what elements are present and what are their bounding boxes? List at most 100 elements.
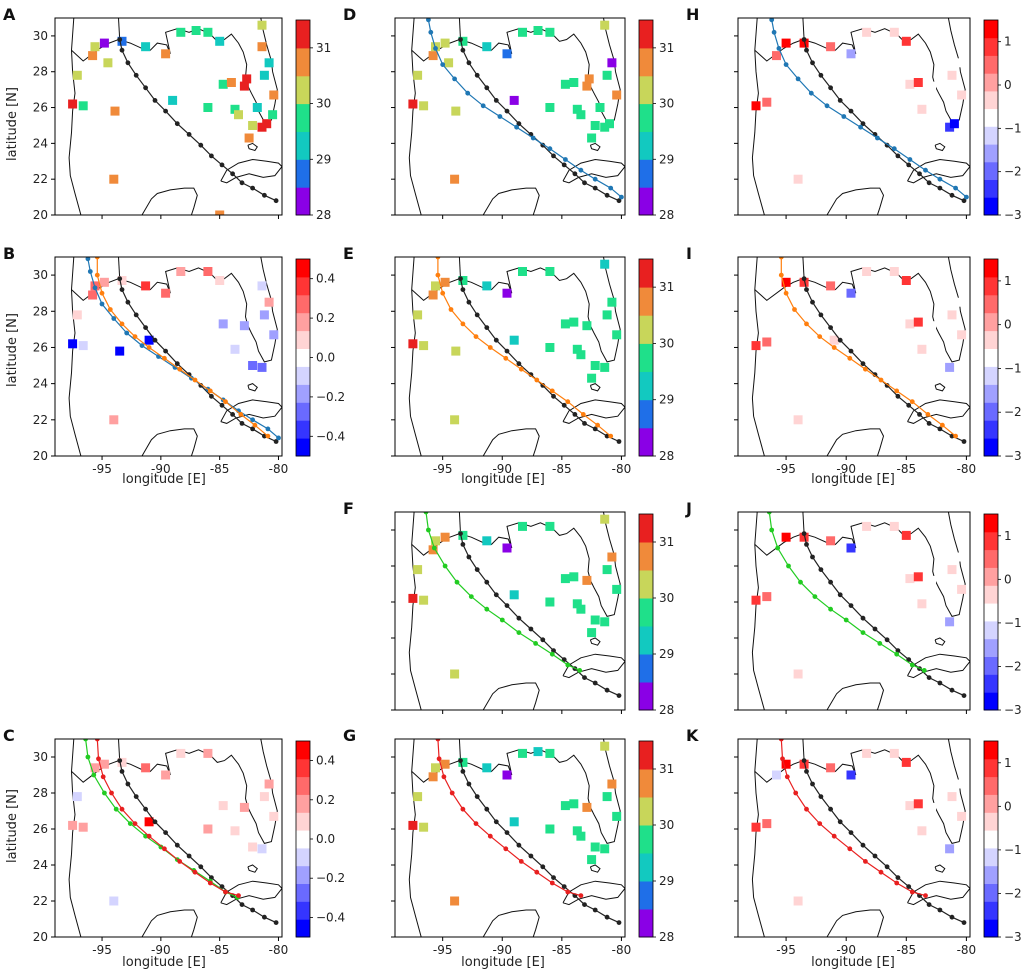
panel-label: C <box>3 726 15 745</box>
plot-frame <box>54 256 283 457</box>
station-marker <box>600 122 610 132</box>
station-marker <box>242 74 252 84</box>
station-marker <box>239 802 249 812</box>
station-marker <box>952 58 962 68</box>
track-point <box>818 72 824 78</box>
colorbar: 28 29 30 31 <box>295 19 331 222</box>
x-tick-label: -80 <box>957 462 977 476</box>
track-point <box>528 626 534 632</box>
colorbar-segment <box>984 197 998 216</box>
panel-C: 20 22 24 26 28 30 -95 -90 -85 -80 C 0.4 0.2 0.0 −0.2 −0… <box>3 726 345 957</box>
station-marker <box>408 99 418 109</box>
track-point <box>848 830 854 835</box>
y-tick-label: 28 <box>33 786 48 800</box>
colorbar-segment <box>639 131 653 160</box>
colorbar-segment <box>639 159 653 188</box>
colorbar-segment <box>639 103 653 132</box>
track-point <box>473 821 479 826</box>
track-point <box>474 794 480 799</box>
track-point <box>143 833 149 839</box>
track-point <box>895 393 901 399</box>
station-marker <box>203 824 213 834</box>
track-point <box>778 739 784 742</box>
track-point <box>487 833 493 839</box>
station-marker <box>176 27 186 37</box>
panel-A: 20 22 24 26 28 30 A 28 29 30 31 <box>3 5 331 222</box>
track-point <box>771 29 777 35</box>
track-point <box>804 769 809 774</box>
station-marker <box>428 772 438 782</box>
x-tick-label: -85 <box>552 462 572 476</box>
track-point <box>860 615 866 621</box>
station-marker <box>913 799 923 809</box>
track-point <box>824 103 830 109</box>
track-point <box>460 321 466 327</box>
colorbar-tick-label: −1 <box>1004 843 1022 857</box>
station-marker <box>826 536 836 546</box>
colorbar-segment <box>984 259 998 278</box>
station-marker <box>751 595 761 605</box>
track-simulation-2 <box>778 257 958 439</box>
station-marker <box>68 820 78 830</box>
track-point <box>423 512 429 515</box>
coastline-keys <box>589 142 601 152</box>
colorbar-segment <box>984 384 998 403</box>
track-point <box>793 790 799 796</box>
track-point <box>909 399 915 405</box>
track-point <box>83 739 88 742</box>
station-marker <box>572 344 582 354</box>
panel-label: D <box>343 5 356 24</box>
x-tick-label: -80 <box>612 462 632 476</box>
station-marker <box>545 521 555 531</box>
track-point <box>163 108 169 114</box>
panel-plot-area <box>55 257 282 456</box>
x-tick-label: -95 <box>433 462 453 476</box>
y-tick-label: 24 <box>33 377 48 391</box>
station-marker <box>587 133 597 143</box>
panel-I: -95 -90 -85 -80 I 1 0 −1 −2 −3 <box>686 244 1022 476</box>
station-marker <box>115 346 125 356</box>
track-point <box>837 337 843 343</box>
track-point <box>111 316 117 321</box>
track-point <box>884 864 890 870</box>
track-point <box>239 902 245 907</box>
track-point <box>875 135 880 141</box>
track-point <box>551 393 556 399</box>
x-tick-label: -90 <box>151 943 171 957</box>
colorbar-tick-label: 0 <box>1004 799 1012 813</box>
track-point <box>262 192 267 198</box>
coastline-yucatan <box>482 682 540 710</box>
station-marker <box>110 106 120 116</box>
station-marker <box>927 321 936 331</box>
colorbar-segment <box>296 276 310 296</box>
station-marker <box>762 337 772 347</box>
y-tick-label: 20 <box>33 930 48 944</box>
colorbar-segment <box>639 187 653 216</box>
x-tick-label: -95 <box>92 462 112 476</box>
colorbar-tick-label: 0 <box>1004 318 1012 332</box>
station-marker <box>917 826 927 836</box>
track-point <box>124 330 130 336</box>
station-marker <box>482 281 492 291</box>
track-simulation-1 <box>426 18 624 200</box>
colorbar-tick-label: 1 <box>1004 274 1012 288</box>
colorbar-segment <box>639 287 653 316</box>
track-point <box>133 794 139 799</box>
track-point <box>540 864 546 870</box>
coastline-keys <box>589 637 601 646</box>
track-point <box>894 651 900 657</box>
station-marker <box>947 70 957 80</box>
track-point <box>143 806 149 812</box>
track-point <box>828 325 833 330</box>
colorbar-segment <box>639 371 653 401</box>
colorbar-segment <box>984 865 998 884</box>
station-marker <box>203 27 213 37</box>
track-point <box>582 902 587 907</box>
x-tick-label: -95 <box>776 462 796 476</box>
track-point <box>125 781 131 787</box>
track-point <box>877 641 883 646</box>
coastline-north <box>71 257 278 363</box>
colorbar-frame <box>638 513 654 711</box>
track-point <box>474 567 480 572</box>
station-marker <box>889 267 899 276</box>
